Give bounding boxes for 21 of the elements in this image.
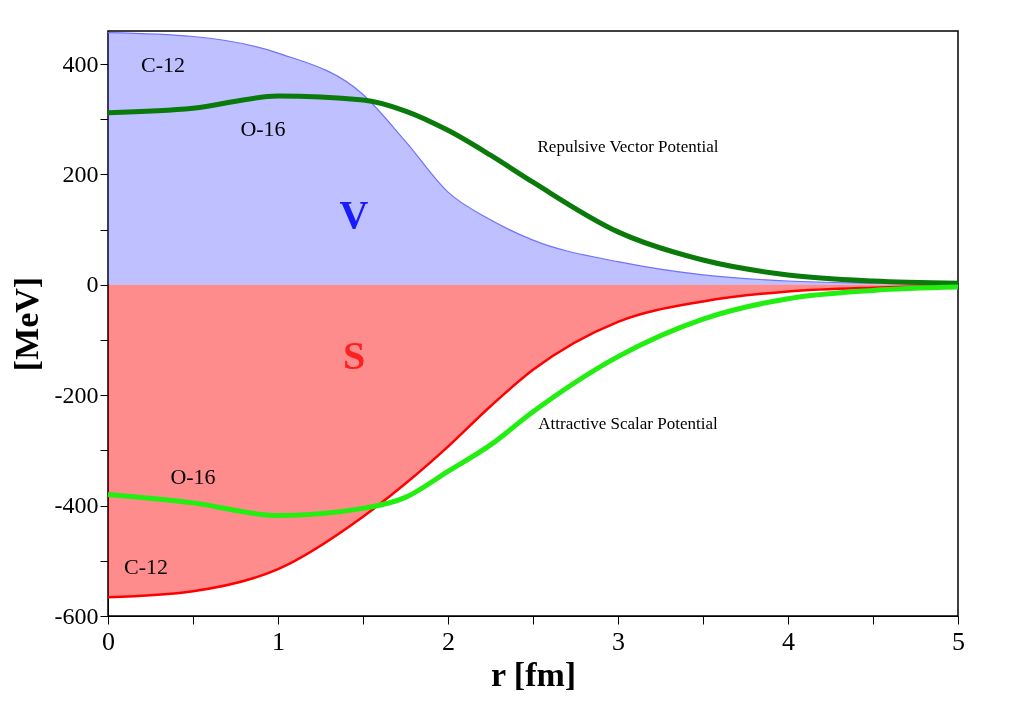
annotation: Repulsive Vector Potential (537, 137, 719, 156)
annotation: S (342, 333, 366, 378)
y-tick-label: -400 (54, 492, 99, 519)
annotation: V (339, 192, 369, 237)
x-tick-label: 5 (952, 626, 965, 656)
x-tick-label: 1 (272, 626, 285, 656)
series-label: C-12 (124, 554, 168, 580)
y-tick-label: 400 (62, 50, 99, 77)
series-label: O-16 (170, 463, 216, 489)
y-axis-title: [MeV] (7, 276, 45, 372)
y-tick-label: 200 (62, 160, 99, 187)
x-tick-label: 4 (782, 626, 795, 656)
y-tick-label: -200 (54, 381, 99, 408)
annotation: Attractive Scalar Potential (538, 414, 718, 433)
y-tick-label: -600 (54, 602, 99, 629)
series-label: O-16 (240, 116, 286, 142)
x-axis-title: r [fm] (490, 655, 577, 693)
x-tick-label: 3 (612, 626, 625, 656)
y-tick-label: 0 (86, 271, 99, 298)
series-label: C-12 (141, 51, 185, 77)
x-tick-label: 2 (442, 626, 455, 656)
